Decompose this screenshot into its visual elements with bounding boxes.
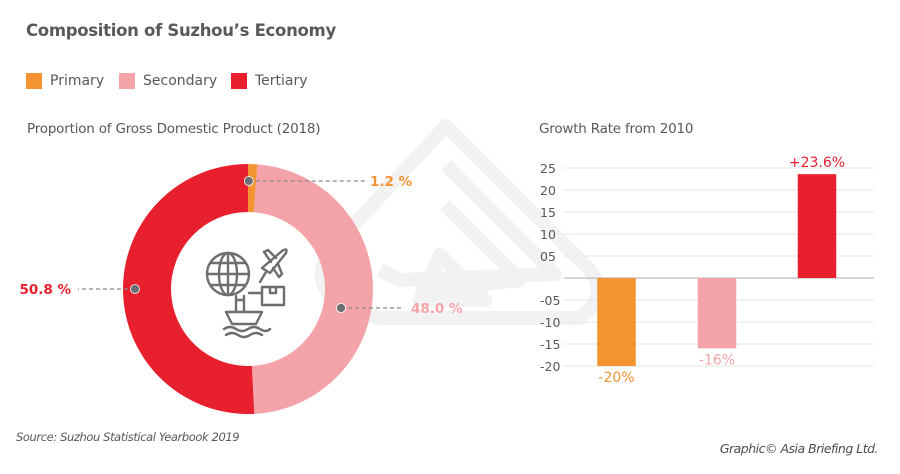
donut-chart: 1.2 % 48.0 % 50.8 %	[19, 164, 463, 414]
bar-tertiary	[797, 174, 837, 278]
global-trade-icon	[205, 248, 288, 339]
y-tick-label: 25	[540, 161, 556, 176]
y-tick-label: 05	[540, 249, 556, 264]
legend-item-primary: Primary	[26, 73, 104, 89]
donut-chart-title: Proportion of Gross Domestic Product (20…	[27, 121, 321, 137]
y-tick-label: 15	[540, 205, 556, 220]
legend-label: Secondary	[143, 73, 218, 89]
y-tick-label: -20	[540, 359, 560, 374]
bar-label-primary: -20%	[598, 370, 634, 386]
bar-label-secondary: -16%	[699, 352, 735, 368]
donut-label-secondary: 48.0 %	[411, 301, 463, 317]
legend-label: Tertiary	[255, 73, 308, 89]
graphic-credit: Graphic© Asia Briefing Ltd.	[719, 441, 879, 456]
donut-slice-secondary	[251, 164, 374, 414]
donut-label-tertiary: 50.8 %	[19, 282, 71, 298]
bar-primary	[597, 278, 636, 366]
legend-swatch-primary	[26, 73, 42, 89]
y-tick-label: -15	[540, 337, 560, 352]
callout-dot	[130, 284, 140, 294]
donut-slice-tertiary	[123, 164, 255, 414]
source-note: Source: Suzhou Statistical Yearbook 2019	[16, 430, 240, 444]
callout-dot	[336, 303, 346, 313]
donut-label-primary: 1.2 %	[370, 174, 413, 190]
bar-chart-title: Growth Rate from 2010	[539, 121, 694, 137]
bar-secondary	[697, 278, 737, 349]
legend-item-secondary: Secondary	[119, 73, 217, 89]
bar-label-tertiary: +23.6%	[789, 155, 845, 171]
y-tick-label: -10	[540, 315, 560, 330]
legend-label: Primary	[50, 73, 105, 89]
donut-slice-primary	[248, 164, 258, 213]
legend-swatch-secondary	[119, 73, 135, 89]
y-tick-label: 20	[540, 183, 556, 198]
y-tick-label: -05	[540, 293, 560, 308]
chart-title: Composition of Suzhou’s Economy	[26, 21, 336, 40]
y-tick-label: 10	[540, 227, 556, 242]
legend-swatch-tertiary	[231, 73, 247, 89]
legend-item-tertiary: Tertiary	[231, 73, 308, 89]
callout-dot	[243, 176, 254, 186]
